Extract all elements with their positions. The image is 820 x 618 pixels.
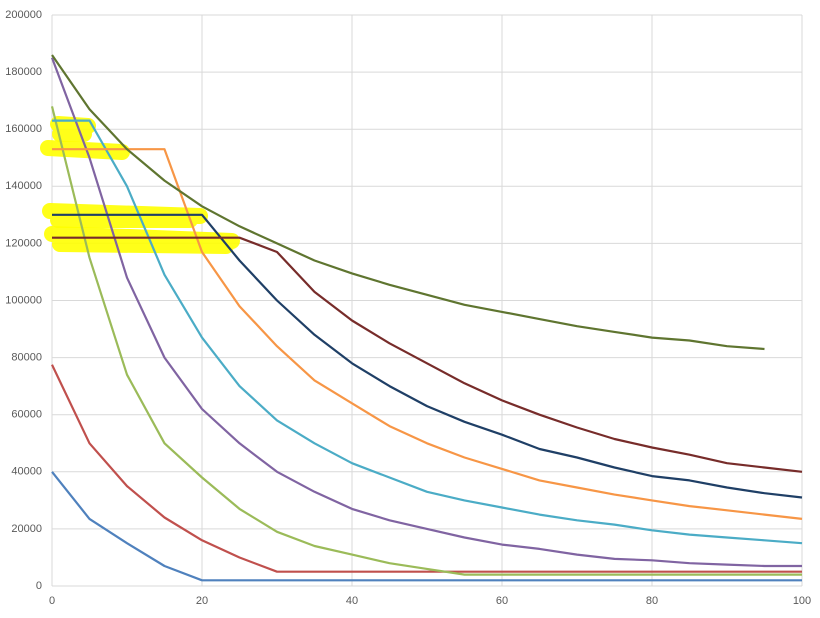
x-tick-label: 40 bbox=[346, 595, 358, 607]
x-tick-label: 0 bbox=[49, 595, 55, 607]
lines bbox=[50, 54, 803, 582]
x-tick-label: 20 bbox=[196, 595, 208, 607]
y-tick-label: 40000 bbox=[11, 466, 42, 478]
series-line bbox=[51, 54, 765, 351]
highlight bbox=[44, 226, 240, 254]
y-tick-label: 100000 bbox=[5, 294, 42, 306]
series-line bbox=[52, 213, 803, 499]
series-line bbox=[50, 57, 802, 568]
y-tick-label: 200000 bbox=[5, 9, 42, 21]
x-tick-label: 60 bbox=[496, 595, 508, 607]
y-tick-label: 180000 bbox=[5, 66, 42, 78]
series-line bbox=[51, 471, 802, 582]
series-line bbox=[52, 148, 803, 520]
series-line bbox=[51, 364, 802, 573]
series-line bbox=[50, 106, 802, 576]
y-tick-label: 80000 bbox=[11, 352, 42, 364]
y-tick-label: 140000 bbox=[5, 180, 42, 192]
x-tick-label: 80 bbox=[646, 595, 658, 607]
y-tick-label: 20000 bbox=[11, 523, 42, 535]
series-line bbox=[52, 236, 803, 473]
y-tick-label: 120000 bbox=[5, 237, 42, 249]
x-tick-label: 100 bbox=[793, 595, 811, 607]
y-tick-label: 160000 bbox=[5, 123, 42, 135]
series-line bbox=[52, 119, 803, 545]
y-tick-label: 60000 bbox=[11, 409, 42, 421]
y-tick-label: 0 bbox=[36, 580, 42, 592]
highlight bbox=[50, 116, 96, 142]
